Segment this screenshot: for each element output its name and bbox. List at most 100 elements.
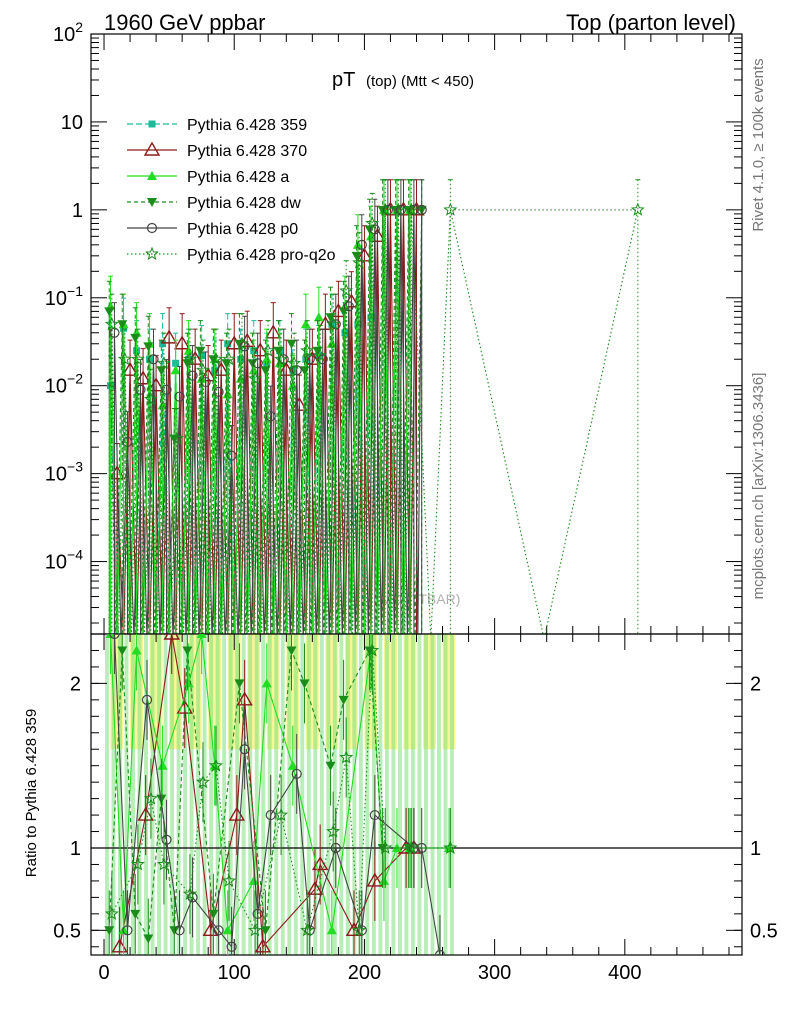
ratio-point	[252, 908, 263, 919]
legend-label: Pythia 6.428 370	[187, 143, 307, 160]
ratio-point	[196, 634, 207, 638]
data-point	[265, 411, 276, 422]
ratio-band-green	[437, 634, 441, 955]
data-point	[130, 351, 145, 366]
ratio-point	[209, 758, 223, 772]
legend-entry: Pythia 6.428 pro-q2o	[127, 246, 336, 264]
y-tick-exp: −2	[67, 371, 83, 387]
ratio-band-green	[319, 634, 324, 955]
ratio-point	[169, 926, 180, 936]
legend-label: Pythia 6.428 359	[187, 117, 307, 134]
ratio-line	[108, 648, 409, 941]
data-point	[273, 346, 284, 356]
data-point	[287, 355, 302, 370]
header-left: 1960 GeV ppbar	[104, 10, 265, 35]
ratio-point	[156, 857, 171, 871]
ratio-y-tick-label-right: 2	[750, 673, 761, 695]
ratio-point	[291, 768, 302, 780]
ratio-band-inner	[105, 634, 456, 955]
y-tick-base: 1	[72, 200, 83, 222]
data-point	[200, 376, 211, 388]
ratio-point	[117, 646, 128, 656]
ratio-point	[130, 857, 145, 871]
ratio-point	[274, 807, 289, 821]
data-point	[304, 350, 321, 365]
series-line	[108, 209, 423, 634]
ratio-band-green	[306, 634, 311, 955]
y-tick-label: 10−4	[45, 547, 83, 574]
ratio-point	[174, 925, 185, 936]
data-point	[173, 335, 191, 350]
ratio-band-green	[417, 634, 422, 955]
data-point	[130, 333, 141, 343]
ratio-point	[239, 744, 250, 755]
ratio-point	[143, 791, 158, 805]
data-point	[199, 367, 217, 382]
ratio-band-green	[202, 634, 207, 955]
ratio-band-green	[254, 634, 259, 955]
data-point	[252, 358, 263, 369]
data-point	[143, 391, 158, 406]
ratio-point	[161, 834, 172, 845]
ratio-band-green	[261, 634, 266, 955]
ratio-line	[119, 634, 414, 949]
data-point	[182, 351, 198, 366]
data-point	[261, 343, 276, 357]
ratio-series-group	[104, 634, 458, 955]
data-point	[161, 384, 172, 395]
ratio-band-green	[267, 634, 272, 955]
data-point	[378, 202, 393, 216]
ratio-band-green	[384, 634, 389, 955]
ratio-band-green	[215, 634, 220, 955]
data-point	[274, 351, 289, 366]
data-point	[369, 227, 386, 243]
data-point	[212, 361, 230, 376]
data-point	[364, 225, 375, 235]
ratio-point	[131, 645, 142, 655]
ratio-point	[365, 643, 380, 657]
x-tick-label: 100	[218, 962, 251, 984]
x-tick-label: 200	[348, 962, 381, 984]
data-point	[121, 361, 139, 376]
data-point	[313, 312, 324, 322]
y-tick-exp: −4	[67, 547, 83, 563]
ratio-point	[226, 941, 237, 952]
ratio-point	[338, 695, 349, 705]
ratio-band-green	[371, 634, 376, 955]
ratio-band-green	[131, 634, 135, 955]
ratio-series-1	[105, 634, 455, 955]
ratio-point	[196, 774, 211, 789]
data-point	[134, 370, 152, 385]
y-tick-label: 102	[53, 19, 83, 46]
ratio-band-green	[339, 634, 344, 955]
y-tick-base: 10	[45, 288, 67, 310]
ratio-band-green	[430, 634, 435, 955]
legend-marker	[143, 141, 161, 156]
data-point	[443, 202, 458, 216]
data-point	[265, 324, 282, 339]
series-line	[111, 209, 639, 634]
ratio-y-tick-label: 1	[70, 838, 81, 860]
y-tick-base: 10	[61, 112, 83, 134]
legend-label: Pythia 6.428 a	[187, 169, 289, 186]
y-tick-label: 10−1	[45, 283, 83, 310]
ratio-band-green	[183, 634, 188, 955]
data-point	[104, 316, 119, 331]
y-tick-label: 1	[72, 200, 83, 222]
ratio-point	[434, 949, 446, 955]
ratio-band-green	[189, 634, 194, 955]
ratio-band-green	[105, 634, 109, 955]
ratio-point	[287, 760, 298, 770]
ratio-point	[247, 922, 263, 937]
data-point	[313, 348, 328, 362]
ratio-point	[222, 873, 236, 887]
ratio-point	[141, 694, 153, 705]
legend-entry: Pythia 6.428 p0	[127, 221, 298, 238]
x-tick-label: 400	[608, 962, 641, 984]
ratio-point	[300, 922, 315, 937]
ratio-plot: 0.5 0.5 1 1 2 2 0 100 200 300 400	[53, 633, 778, 984]
ratio-point	[222, 925, 233, 935]
ratio-point	[208, 909, 219, 919]
y-tick-base: 10	[45, 464, 67, 486]
